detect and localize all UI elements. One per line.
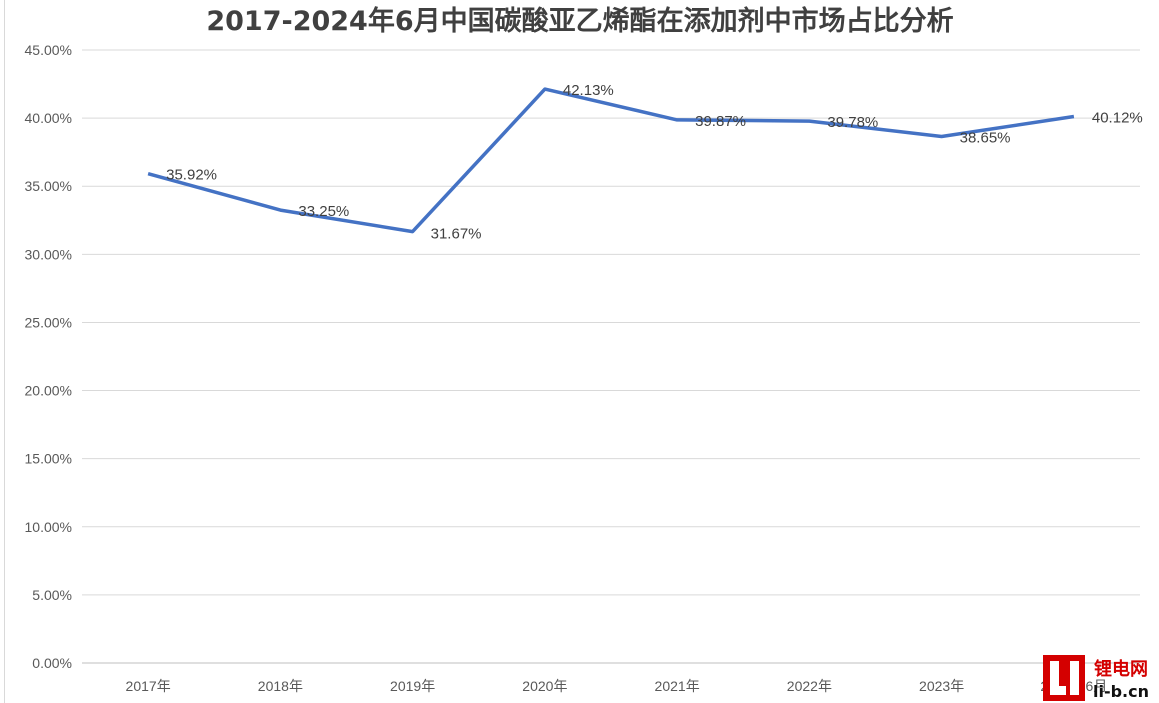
x-axis-ticks: 2017年2018年2019年2020年2021年2022年2023年2024年… [126, 678, 1108, 694]
data-label: 31.67% [431, 226, 482, 243]
y-tick-label: 40.00% [25, 110, 72, 126]
x-tick-label: 2019年 [390, 678, 435, 694]
logo-domain: li-b.cn [1093, 682, 1149, 701]
chart-title: 2017-2024年6月中国碳酸亚乙烯酯在添加剂中市场占比分析 [206, 5, 953, 37]
data-label: 39.78% [827, 114, 878, 131]
data-labels: 35.92% 33.25% 31.67% 42.13% 39.87% 39.78% 38.6… [166, 82, 1143, 242]
y-tick-label: 0.00% [32, 655, 72, 671]
data-label: 42.13% [563, 82, 614, 99]
watermark-logo: 锂电网 li-b.cn [1043, 655, 1149, 701]
y-tick-label: 25.00% [25, 314, 72, 330]
chart-left-border [4, 0, 5, 703]
x-tick-label: 2022年 [787, 678, 832, 694]
y-tick-label: 10.00% [25, 519, 72, 535]
y-tick-label: 30.00% [25, 246, 72, 262]
logo-name: 锂电网 [1094, 658, 1148, 680]
series-line [147, 87, 1075, 234]
data-label: 40.12% [1092, 109, 1143, 126]
x-tick-label: 2017年 [126, 678, 171, 694]
x-tick-label: 2018年 [258, 678, 303, 694]
y-axis-ticks: 0.00% 5.00% 10.00% 15.00% 20.00% 25.00% 30.00%… [25, 42, 72, 671]
data-label: 38.65% [960, 130, 1011, 147]
y-tick-label: 45.00% [25, 42, 72, 58]
y-tick-label: 35.00% [25, 178, 72, 194]
y-tick-label: 15.00% [25, 451, 72, 467]
gridlines [82, 49, 1140, 664]
y-tick-label: 20.00% [25, 383, 72, 399]
y-tick-label: 5.00% [32, 587, 72, 603]
x-tick-label: 2021年 [655, 678, 700, 694]
data-label: 35.92% [166, 167, 217, 184]
data-label: 33.25% [298, 203, 349, 220]
data-label: 39.87% [695, 113, 746, 130]
x-tick-label: 2020年 [522, 678, 567, 694]
x-tick-label: 2023年 [919, 678, 964, 694]
